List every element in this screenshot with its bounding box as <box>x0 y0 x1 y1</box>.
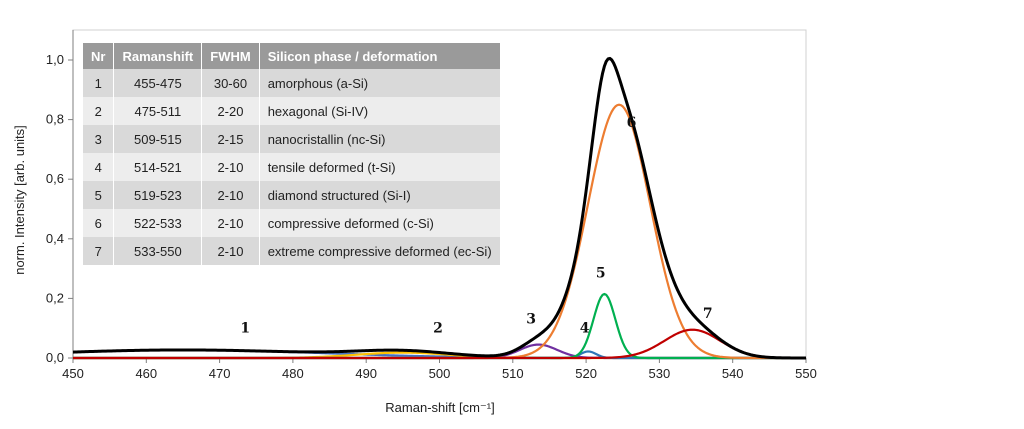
cell-ramanshift: 519-523 <box>113 181 203 209</box>
table-row: 2 475-511 2-20 hexagonal (Si-IV) <box>83 97 501 125</box>
cell-phase: tensile deformed (t-Si) <box>259 153 501 181</box>
cell-phase: hexagonal (Si-IV) <box>259 97 501 125</box>
table-header-row: Nr Ramanshift FWHM Silicon phase / defor… <box>83 43 501 69</box>
x-tick-label: 550 <box>795 366 817 381</box>
y-tick-label: 1,0 <box>46 52 64 67</box>
phase-table: Nr Ramanshift FWHM Silicon phase / defor… <box>83 43 501 265</box>
cell-ramanshift: 533-550 <box>113 237 203 265</box>
cell-ramanshift: 522-533 <box>113 209 203 237</box>
cell-nr: 5 <box>83 181 115 209</box>
header-fwhm: FWHM <box>201 43 260 69</box>
cell-phase: extreme compressive deformed (ec-Si) <box>259 237 501 265</box>
peak-label-7: 7 <box>703 306 713 322</box>
cell-phase: diamond structured (Si-I) <box>259 181 501 209</box>
cell-fwhm: 2-20 <box>201 97 260 125</box>
cell-fwhm: 2-10 <box>201 153 260 181</box>
cell-phase: nanocristallin (nc-Si) <box>259 125 501 153</box>
peak-label-4: 4 <box>580 321 590 337</box>
cell-fwhm: 2-10 <box>201 181 260 209</box>
table-row: 4 514-521 2-10 tensile deformed (t-Si) <box>83 153 501 181</box>
header-phase: Silicon phase / deformation <box>259 43 501 69</box>
table-row: 3 509-515 2-15 nanocristallin (nc-Si) <box>83 125 501 153</box>
peak-label-6: 6 <box>627 115 637 131</box>
cell-nr: 1 <box>83 69 115 97</box>
peak-label-5: 5 <box>596 266 606 282</box>
x-axis-title: Raman-shift [cm⁻¹] <box>385 400 494 415</box>
y-tick-label: 0,2 <box>46 290 64 305</box>
peak-label-3: 3 <box>526 312 536 328</box>
cell-fwhm: 2-10 <box>201 237 260 265</box>
table-row: 6 522-533 2-10 compressive deformed (c-S… <box>83 209 501 237</box>
y-axis-title: norm. Intensity [arb. units] <box>12 125 27 275</box>
peak-7-curve <box>73 328 806 360</box>
cell-ramanshift: 475-511 <box>113 97 203 125</box>
cell-fwhm: 30-60 <box>201 69 260 97</box>
cell-fwhm: 2-10 <box>201 209 260 237</box>
table-row: 1 455-475 30-60 amorphous (a-Si) <box>83 69 501 97</box>
x-tick-label: 520 <box>575 366 597 381</box>
cell-phase: amorphous (a-Si) <box>259 69 501 97</box>
y-tick-label: 0,6 <box>46 171 64 186</box>
x-tick-label: 470 <box>209 366 231 381</box>
x-tick-label: 450 <box>62 366 84 381</box>
peak-label-2: 2 <box>433 321 443 337</box>
cell-nr: 6 <box>83 209 115 237</box>
header-nr: Nr <box>83 43 115 69</box>
x-tick-label: 490 <box>355 366 377 381</box>
peak-label-layer: 1 2 3 4 5 6 7 <box>240 115 712 337</box>
y-tick-label: 0,4 <box>46 231 64 246</box>
cell-nr: 3 <box>83 125 115 153</box>
y-tick-label: 0,8 <box>46 112 64 127</box>
cell-nr: 2 <box>83 97 115 125</box>
y-tick-label: 0,0 <box>46 350 64 365</box>
series-layer <box>72 56 806 360</box>
x-tick-label: 500 <box>429 366 451 381</box>
cell-ramanshift: 455-475 <box>113 69 203 97</box>
x-tick-label: 530 <box>649 366 671 381</box>
table-row: 5 519-523 2-10 diamond structured (Si-I) <box>83 181 501 209</box>
table-row: 7 533-550 2-10 extreme compressive defor… <box>83 237 501 265</box>
peak-label-1: 1 <box>240 321 250 337</box>
x-tick-label: 480 <box>282 366 304 381</box>
x-tick-label: 510 <box>502 366 524 381</box>
cell-nr: 7 <box>83 237 115 265</box>
x-tick-label: 460 <box>135 366 157 381</box>
sum-curve <box>72 56 806 360</box>
header-ramanshift: Ramanshift <box>113 43 203 69</box>
x-tick-label: 540 <box>722 366 744 381</box>
cell-ramanshift: 509-515 <box>113 125 203 153</box>
x-axis: 450 460 470 480 490 500 510 520 530 540 550 <box>62 357 817 381</box>
cell-fwhm: 2-15 <box>201 125 260 153</box>
cell-ramanshift: 514-521 <box>113 153 203 181</box>
y-axis: 0,0 0,2 0,4 0,6 0,8 1,0 <box>46 30 74 365</box>
cell-phase: compressive deformed (c-Si) <box>259 209 501 237</box>
cell-nr: 4 <box>83 153 115 181</box>
